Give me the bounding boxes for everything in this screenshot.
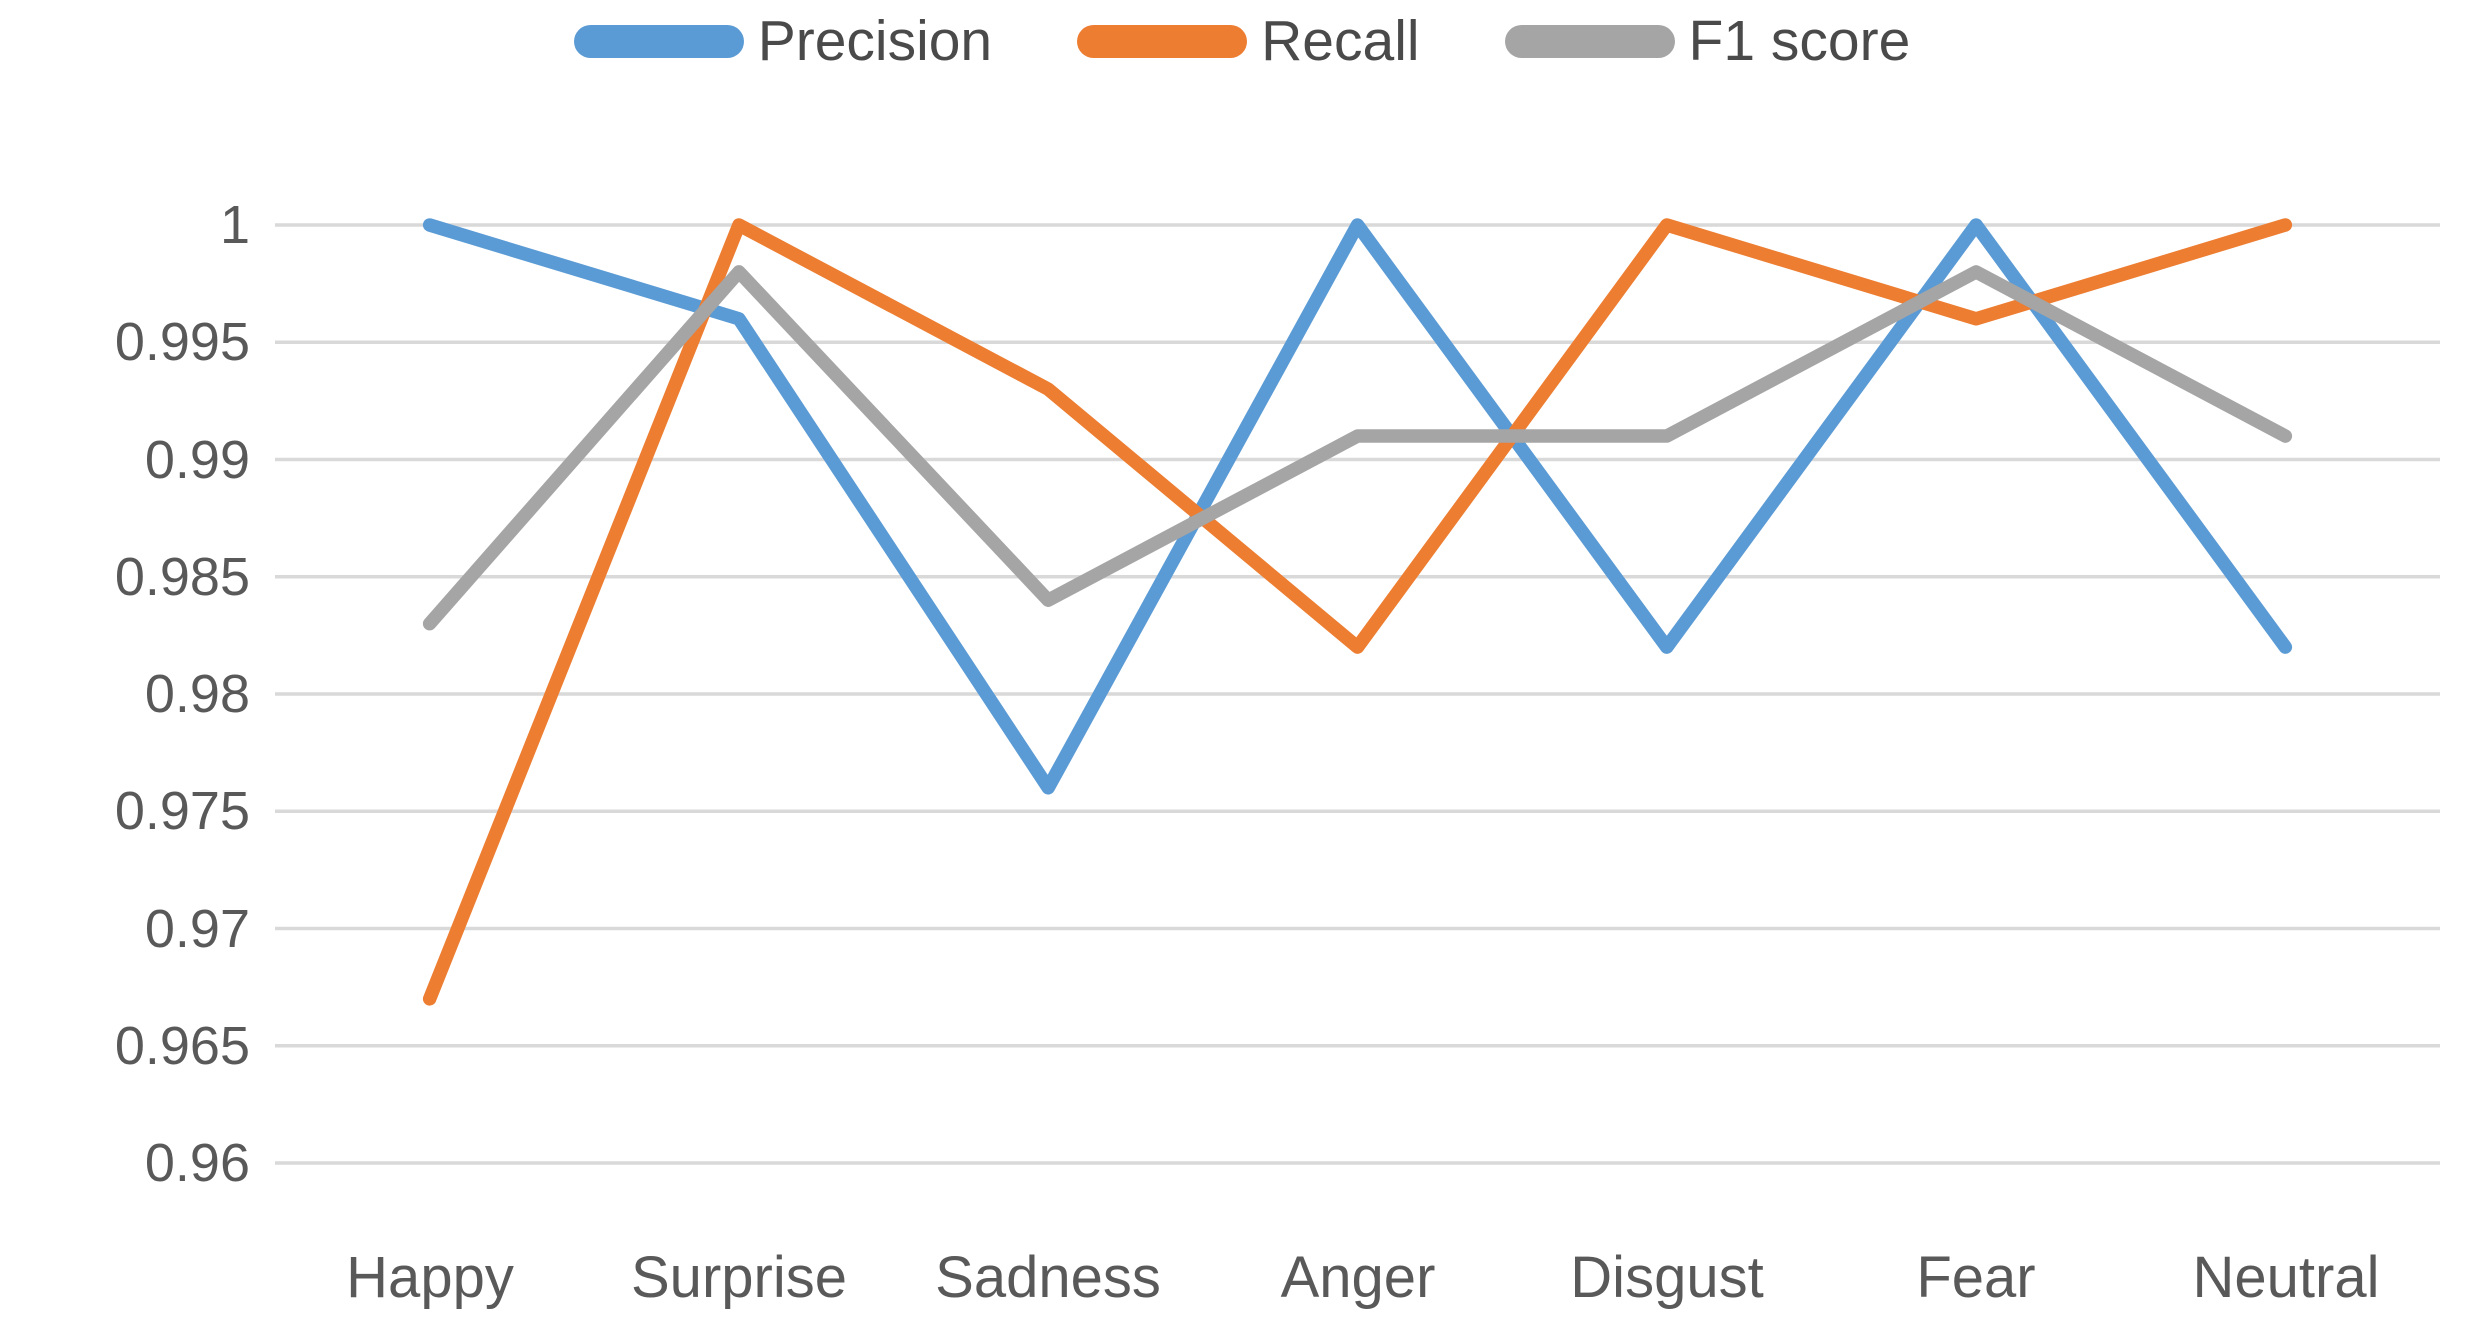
x-label-neutral: Neutral bbox=[2192, 1245, 2380, 1310]
legend-item-f1-score: F1 score bbox=[1504, 8, 1911, 74]
legend-swatch-recall bbox=[1077, 24, 1248, 58]
x-label-surprise: Surprise bbox=[631, 1245, 847, 1310]
series-line-precision bbox=[422, 218, 2293, 795]
y-tick-label-1: 1 bbox=[219, 195, 250, 255]
legend-label-recall: Recall bbox=[1261, 9, 1420, 73]
y-tick-label-098: 0.98 bbox=[144, 664, 250, 724]
x-label-happy: Happy bbox=[346, 1245, 514, 1310]
series-line-recall bbox=[422, 218, 2293, 1006]
legend-label-precision: Precision bbox=[757, 9, 993, 73]
y-tick-label-0995: 0.995 bbox=[114, 312, 250, 372]
legend-item-recall: Recall bbox=[1077, 8, 1420, 74]
legend-swatch-f1-score bbox=[1504, 24, 1675, 58]
x-label-sadness: Sadness bbox=[935, 1245, 1161, 1310]
chart-legend: Precision Recall F1 score bbox=[0, 8, 2484, 74]
x-label-disgust: Disgust bbox=[1570, 1245, 1764, 1310]
legend-item-precision: Precision bbox=[573, 8, 993, 74]
y-tick-label-0975: 0.975 bbox=[114, 781, 250, 841]
legend-swatch-precision bbox=[573, 24, 744, 58]
y-tick-label-0985: 0.985 bbox=[114, 547, 250, 607]
y-tick-label-097: 0.97 bbox=[144, 899, 250, 959]
series-line-f1-score bbox=[422, 265, 2293, 631]
y-tick-label-0965: 0.965 bbox=[114, 1016, 250, 1076]
y-tick-label-099: 0.99 bbox=[144, 430, 250, 490]
x-label-anger: Anger bbox=[1280, 1245, 1436, 1310]
y-tick-label-096: 0.96 bbox=[144, 1133, 250, 1193]
x-label-fear: Fear bbox=[1916, 1245, 2036, 1310]
legend-label-f1-score: F1 score bbox=[1688, 9, 1911, 73]
